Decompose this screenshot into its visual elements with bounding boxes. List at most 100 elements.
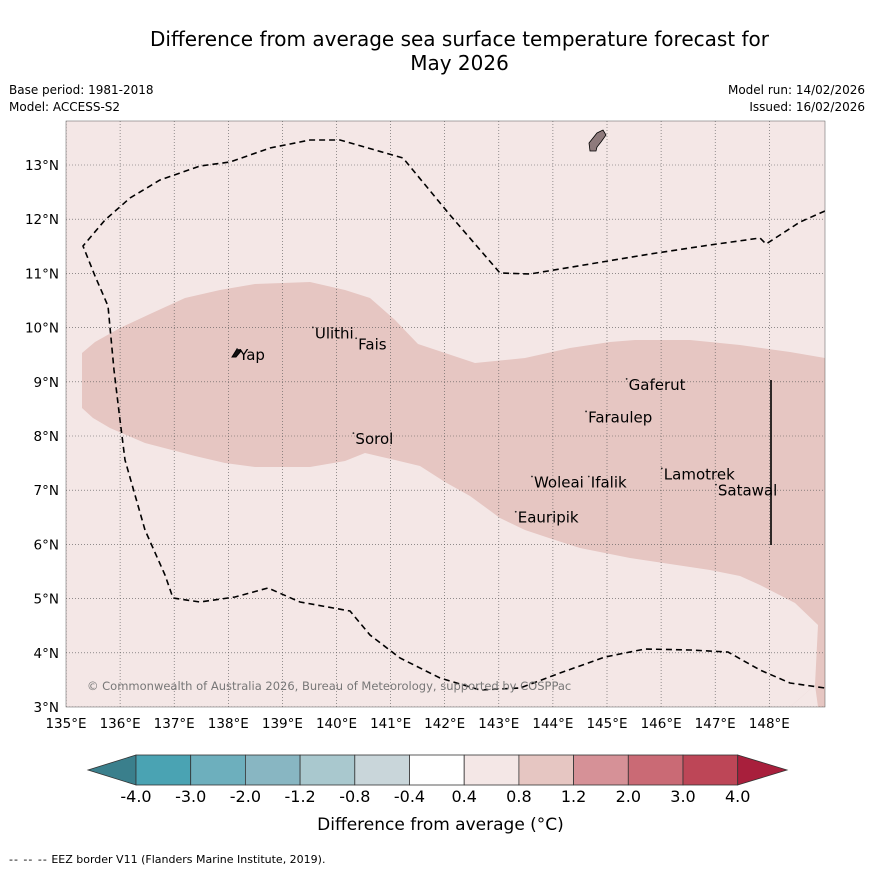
colorbar: -4.0 -3.0 -2.0 -1.2 -0.8 -0.4 0.4 0.8 1.2 2.0 3.0 4… xyxy=(86,754,789,806)
anomaly-notch xyxy=(790,685,818,707)
map-frame xyxy=(65,120,826,708)
lon-tick-label: 141°E xyxy=(370,716,411,732)
place-marker xyxy=(236,348,239,351)
grid-lines xyxy=(66,121,825,707)
place-marker xyxy=(355,337,358,340)
colorbar-tick-label: 1.2 xyxy=(561,787,586,806)
place-label: Fais xyxy=(358,335,387,353)
colorbar-tick-label: 0.8 xyxy=(506,787,531,806)
lat-tick-label: 10°N xyxy=(25,321,59,337)
place-marker xyxy=(311,326,314,329)
colorbar-extend-low xyxy=(86,754,137,786)
meta-right: Model run: 14/02/2026 Issued: 16/02/2026 xyxy=(728,82,865,116)
base-period: Base period: 1981-2018 xyxy=(9,83,154,97)
place-marker xyxy=(531,475,533,478)
colorbar-swatch xyxy=(409,754,465,786)
lon-tick-label: 136°E xyxy=(100,716,141,732)
place-label: Satawal xyxy=(718,482,777,500)
lat-tick-label: 13°N xyxy=(25,158,59,174)
lon-tick-label: 148°E xyxy=(749,716,790,732)
lat-tick-label: 7°N xyxy=(34,483,59,499)
lat-tick-label: 8°N xyxy=(34,429,59,445)
lon-tick-label: 143°E xyxy=(478,716,519,732)
footnote-text: EEZ border V11 (Flanders Marine Institut… xyxy=(51,853,326,866)
lat-tick-label: 12°N xyxy=(25,212,59,228)
colorbar-swatch xyxy=(354,754,410,786)
place-markers xyxy=(236,326,717,513)
place-marker xyxy=(514,510,517,513)
place-label: Sorol xyxy=(355,430,393,448)
model-run: Model run: 14/02/2026 xyxy=(727,83,865,97)
place-marker xyxy=(625,378,628,380)
lon-tick-label: 137°E xyxy=(154,716,195,732)
colorbar-tick-label: 0.4 xyxy=(451,787,476,806)
lat-tick-label: 11°N xyxy=(25,266,59,282)
eez-dash-symbol: -- -- -- xyxy=(9,853,48,866)
lat-tick-label: 6°N xyxy=(34,537,59,553)
lon-tick-label: 144°E xyxy=(532,716,573,732)
place-label: Gaferut xyxy=(629,376,686,394)
lon-tick-label: 145°E xyxy=(586,716,627,732)
colorbar-extend-high xyxy=(737,754,789,786)
colorbar-swatch xyxy=(682,754,739,786)
eez-border xyxy=(82,139,825,691)
guam-island xyxy=(588,129,607,152)
title-line-1: Difference from average sea surface temp… xyxy=(149,27,769,51)
model-name: Model: ACCESS-S2 xyxy=(9,100,121,114)
lon-tick-label: 142°E xyxy=(424,716,465,732)
lon-tick-label: 146°E xyxy=(641,716,682,732)
copyright-notice: © Commonwealth of Australia 2026, Bureau… xyxy=(87,679,571,693)
lat-tick-label: 9°N xyxy=(34,375,59,391)
place-label: Yap xyxy=(238,346,265,364)
colorbar-tick-label: 4.0 xyxy=(725,787,750,806)
chart-title: Difference from average sea surface temp… xyxy=(0,27,873,75)
colorbar-tick-label: -2.0 xyxy=(230,787,261,806)
colorbar-swatch xyxy=(190,754,246,786)
colorbar-tick-label: 3.0 xyxy=(670,787,695,806)
colorbar-tick-label: -0.4 xyxy=(394,787,425,806)
anomaly-region xyxy=(82,282,825,707)
place-label: Lamotrek xyxy=(664,465,735,483)
lat-tick-label: 3°N xyxy=(34,700,59,716)
colorbar-swatch xyxy=(627,754,684,786)
place-label: Eauripik xyxy=(518,509,579,527)
place-marker xyxy=(660,467,663,470)
issued-date: Issued: 16/02/2026 xyxy=(749,100,865,114)
colorbar-tick-label: -3.0 xyxy=(175,787,206,806)
colorbar-tick-label: 2.0 xyxy=(616,787,641,806)
place-label: Woleai xyxy=(534,473,584,491)
place-marker xyxy=(715,483,717,486)
title-line-2: May 2026 xyxy=(410,51,509,75)
lat-axis: 3°N 4°N 5°N 6°N 7°N 8°N 9°N 10°N 11°N 12°N 13°N xyxy=(25,158,59,716)
place-marker xyxy=(587,475,590,478)
colorbar-tick-label: -4.0 xyxy=(120,787,151,806)
colorbar-tick-label: -0.8 xyxy=(339,787,370,806)
lon-axis: 135°E 136°E 137°E 138°E 139°E 140°E 141°E 142°E… xyxy=(45,716,789,732)
colorbar-title: Difference from average (°C) xyxy=(317,815,564,835)
place-marker xyxy=(352,432,355,435)
colorbar-swatch xyxy=(573,754,629,786)
lon-tick-label: 138°E xyxy=(208,716,249,732)
yap-island xyxy=(231,348,242,358)
colorbar-swatch xyxy=(135,754,192,786)
lon-tick-label: 139°E xyxy=(262,716,303,732)
colorbar-swatch xyxy=(244,754,301,786)
lat-tick-label: 4°N xyxy=(34,646,59,662)
place-label: Ulithi xyxy=(315,324,354,342)
meta-left: Base period: 1981-2018 Model: ACCESS-S2 xyxy=(9,82,154,116)
lat-tick-label: 5°N xyxy=(34,592,59,608)
colorbar-swatch xyxy=(518,754,575,786)
legend-footnote: -- -- -- EEZ border V11 (Flanders Marine… xyxy=(9,853,325,866)
colorbar-swatch xyxy=(463,754,520,786)
place-marker xyxy=(585,410,587,413)
colorbar-swatch xyxy=(299,754,356,786)
lon-tick-label: 140°E xyxy=(316,716,357,732)
place-label: Faraulep xyxy=(588,408,652,426)
lon-tick-label: 135°E xyxy=(45,716,86,732)
lon-tick-label: 147°E xyxy=(695,716,736,732)
colorbar-tick-label: -1.2 xyxy=(284,787,315,806)
place-label: Ifalik xyxy=(591,473,627,491)
